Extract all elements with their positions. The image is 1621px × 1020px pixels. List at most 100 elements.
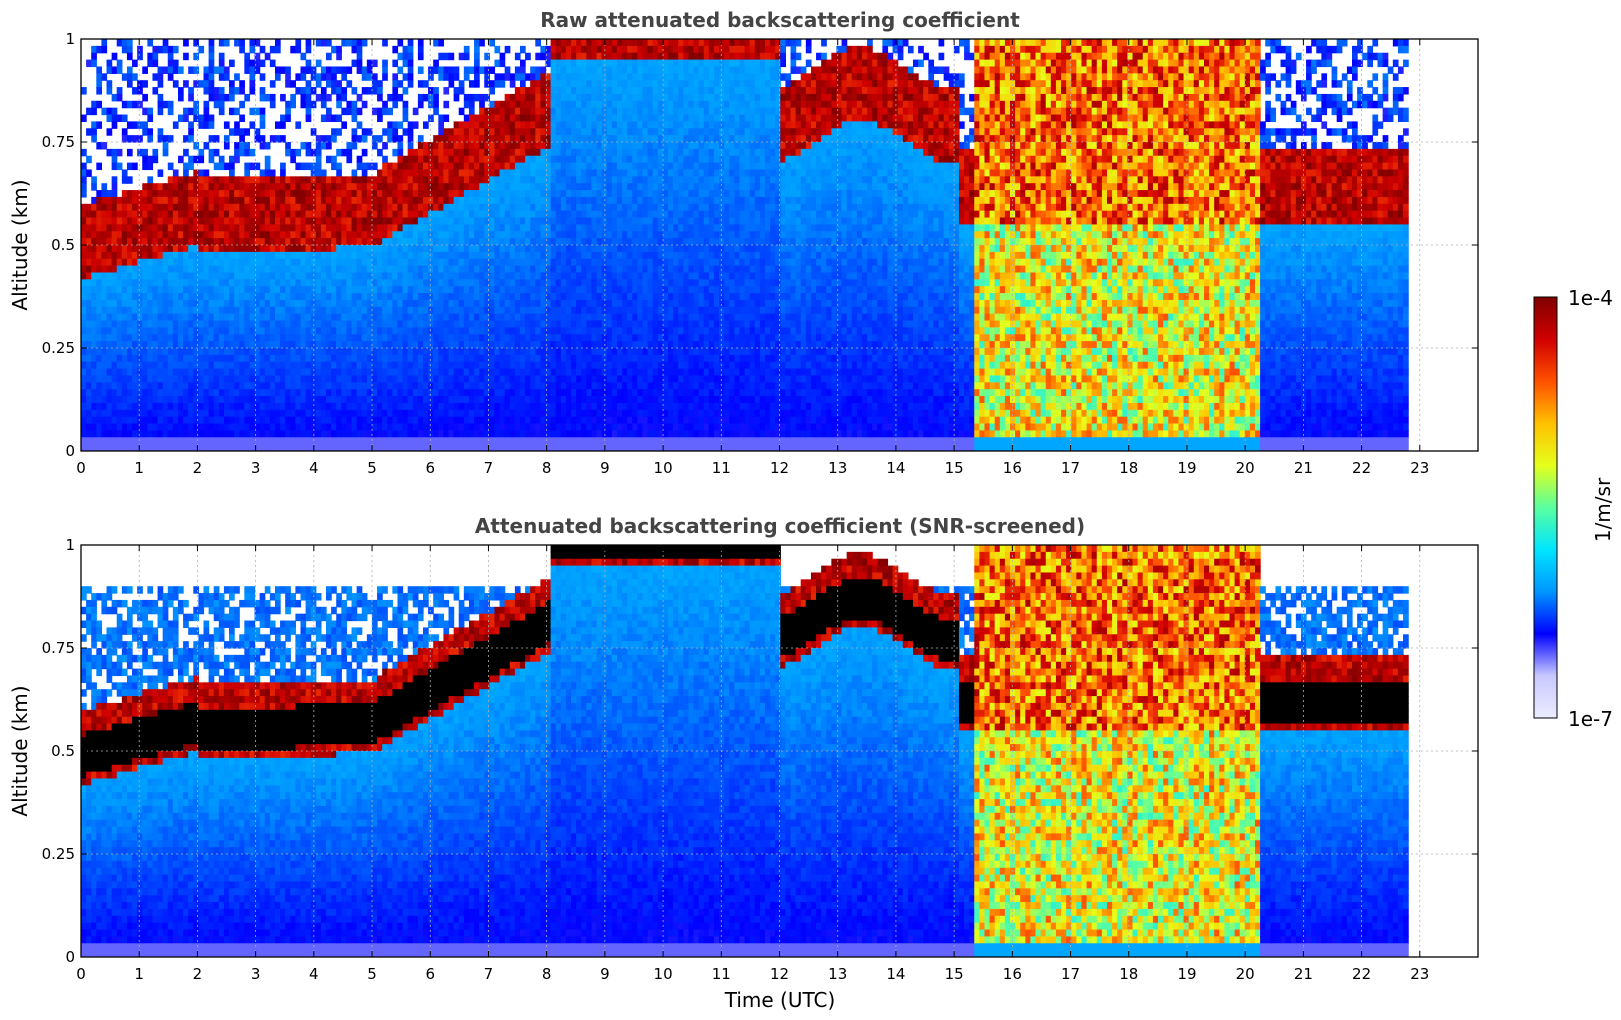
heatmap-cell — [417, 437, 424, 445]
heatmap-cell — [167, 361, 174, 370]
heatmap-cell — [560, 196, 567, 205]
heatmap-cell — [417, 52, 424, 61]
heatmap-cell — [387, 210, 393, 219]
heatmap-cell — [458, 320, 465, 328]
heatmap-cell — [474, 245, 480, 253]
heatmap-cell — [530, 286, 536, 294]
heatmap-cell — [310, 389, 317, 397]
heatmap-cell — [545, 293, 552, 301]
heatmap-cell — [453, 183, 460, 191]
heatmap-cell — [193, 114, 199, 122]
heatmap-cell — [377, 402, 383, 411]
heatmap-cell — [377, 293, 383, 301]
heatmap-cell — [259, 265, 266, 274]
heatmap-cell — [494, 148, 501, 157]
heatmap-cell — [91, 416, 97, 425]
heatmap-cell — [351, 238, 358, 246]
heatmap-cell — [443, 293, 450, 301]
heatmap-cell — [239, 245, 245, 253]
heatmap-cell — [269, 169, 276, 177]
heatmap-cell — [280, 135, 286, 143]
heatmap-cell — [290, 402, 296, 411]
heatmap-cell — [106, 80, 113, 88]
heatmap-cell — [264, 190, 271, 198]
heatmap-cell — [453, 313, 460, 322]
heatmap-cell — [193, 361, 199, 370]
heatmap-cell — [295, 224, 302, 232]
heatmap-cell — [121, 203, 128, 212]
heatmap-cell — [540, 437, 547, 445]
heatmap-cell — [351, 306, 358, 315]
heatmap-cell — [361, 66, 368, 74]
heatmap-cell — [366, 368, 373, 377]
heatmap-cell — [576, 430, 582, 438]
heatmap-cell — [474, 59, 480, 68]
heatmap-cell — [525, 334, 531, 342]
heatmap-cell — [407, 279, 414, 287]
heatmap-cell — [535, 245, 541, 253]
heatmap-cell — [280, 444, 286, 451]
heatmap-cell — [443, 217, 450, 225]
heatmap-cell — [438, 416, 445, 425]
heatmap-cell — [315, 354, 322, 363]
heatmap-cell — [351, 409, 358, 418]
heatmap-cell — [331, 423, 337, 431]
heatmap-cell — [468, 114, 475, 122]
heatmap-cell — [234, 210, 240, 219]
heatmap-cell — [402, 320, 409, 328]
heatmap-cell — [223, 334, 230, 342]
heatmap-cell — [423, 375, 429, 383]
heatmap-cell — [121, 231, 128, 239]
heatmap-cell — [305, 100, 312, 109]
heatmap-cell — [274, 258, 281, 267]
heatmap-cell — [254, 444, 261, 451]
heatmap-cell — [147, 306, 154, 315]
heatmap-cell — [315, 402, 322, 411]
heatmap-cell — [509, 245, 516, 253]
heatmap-cell — [433, 155, 439, 164]
heatmap-cell — [560, 52, 567, 61]
heatmap-cell — [126, 306, 133, 315]
heatmap-cell — [550, 169, 557, 177]
heatmap-cell — [295, 368, 302, 377]
heatmap-cell — [387, 183, 393, 191]
heatmap-cell — [448, 128, 455, 136]
heatmap-cell — [213, 382, 220, 390]
heatmap-cell — [519, 217, 526, 225]
heatmap-cell — [504, 375, 511, 383]
heatmap-cell — [571, 107, 577, 116]
heatmap-cell — [126, 45, 133, 54]
heatmap-cell — [545, 416, 552, 425]
heatmap-cell — [479, 107, 485, 116]
heatmap-cell — [468, 148, 475, 157]
heatmap-cell — [203, 169, 210, 177]
heatmap-cell — [106, 334, 113, 342]
heatmap-cell — [468, 100, 475, 109]
heatmap-cell — [382, 39, 388, 47]
heatmap-cell — [525, 313, 531, 322]
heatmap-cell — [356, 224, 363, 232]
heatmap-cell — [519, 114, 526, 122]
heatmap-cell — [290, 348, 296, 356]
heatmap-cell — [392, 293, 399, 301]
heatmap-cell — [525, 169, 531, 177]
heatmap-cell — [499, 183, 506, 191]
heatmap-cell — [479, 265, 485, 274]
heatmap-cell — [223, 231, 230, 239]
heatmap-cell — [346, 183, 353, 191]
heatmap-cell — [565, 238, 572, 246]
heatmap-cell — [499, 176, 506, 184]
heatmap-cell — [443, 423, 450, 431]
heatmap-cell — [504, 183, 511, 191]
heatmap-cell — [387, 423, 393, 431]
heatmap-cell — [545, 114, 552, 122]
heatmap-cell — [565, 341, 572, 349]
heatmap-cell — [81, 203, 87, 212]
heatmap-cell — [351, 128, 358, 136]
heatmap-cell — [111, 299, 118, 308]
heatmap-cell — [203, 183, 210, 191]
heatmap-cell — [234, 203, 240, 212]
heatmap-cell — [101, 389, 108, 397]
heatmap-cell — [519, 231, 526, 239]
heatmap-cell — [494, 286, 501, 294]
